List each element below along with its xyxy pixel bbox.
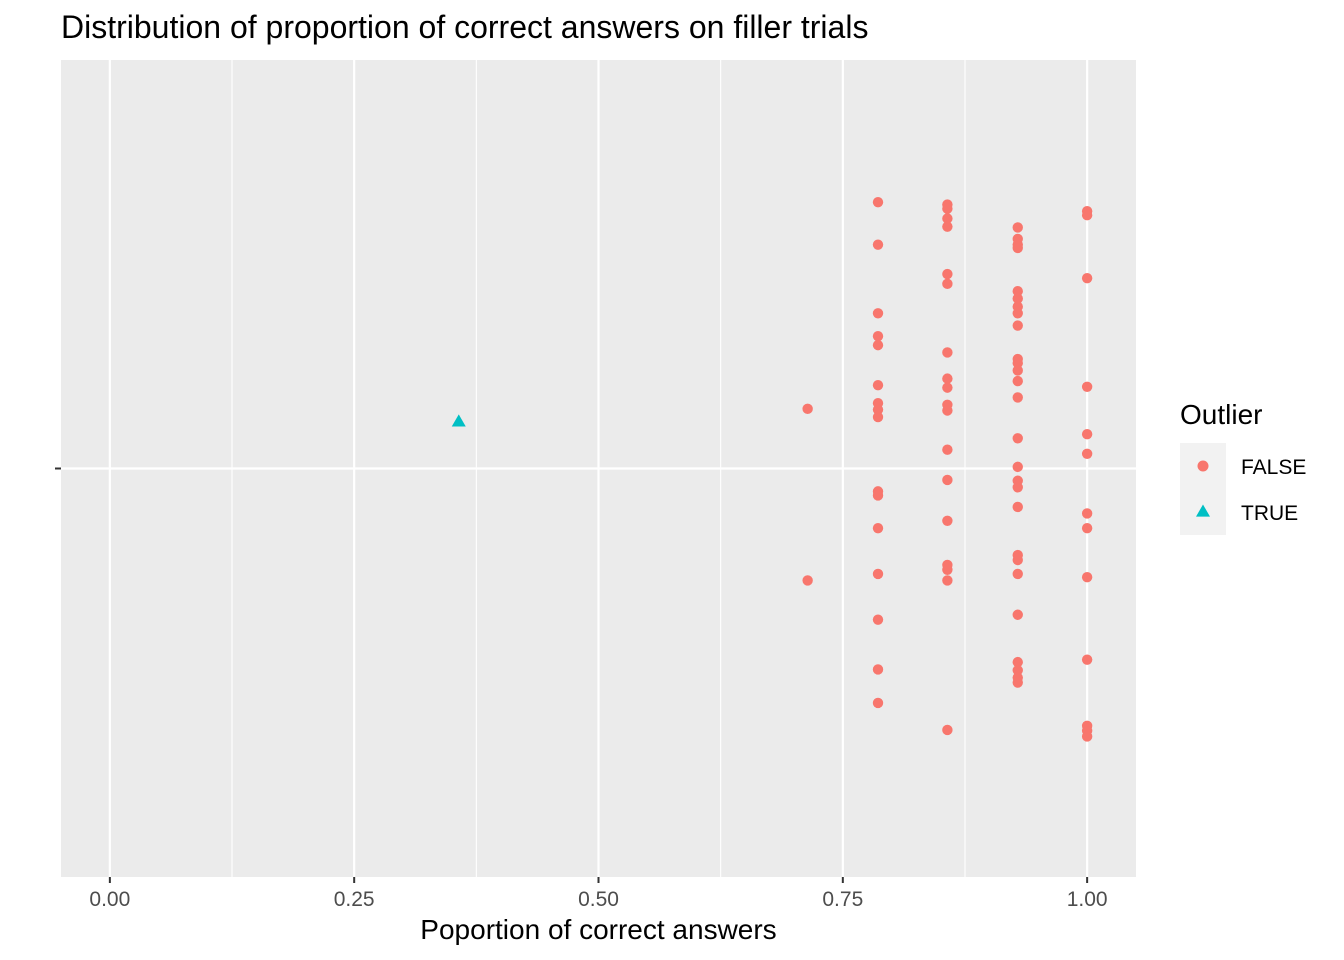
data-point-false (872, 196, 884, 208)
data-point-false (942, 444, 953, 455)
data-point-false (1012, 242, 1023, 254)
data-point-false (872, 664, 884, 675)
data-point-false (1012, 357, 1023, 369)
data-point-false (942, 373, 953, 384)
data-point-false (1012, 677, 1023, 688)
x-axis-title: Poportion of correct answers (420, 914, 776, 945)
data-point-false (872, 339, 884, 351)
data-point-false (1012, 365, 1023, 376)
data-point-false (1012, 554, 1023, 566)
data-point-false (1012, 568, 1023, 580)
data-point-false (872, 490, 884, 501)
data-point-false (1081, 210, 1093, 221)
data-point-false (1012, 392, 1023, 403)
data-point-false (942, 724, 953, 736)
data-point-false (942, 515, 953, 526)
data-point-false (1012, 320, 1023, 331)
data-point-false (1081, 272, 1093, 284)
legend-key-true-marker (1196, 504, 1210, 517)
data-points (451, 196, 1093, 742)
data-point-false (942, 382, 953, 393)
data-point-false (942, 474, 953, 486)
legend: Outlier FALSE TRUE (1180, 399, 1306, 535)
x-tick-label: 0.00 (89, 888, 130, 911)
x-tick-label: 1.00 (1067, 888, 1108, 911)
data-point-false (872, 330, 884, 342)
data-point-false (1081, 428, 1093, 440)
data-point-false (872, 614, 884, 625)
data-point-false (802, 403, 813, 415)
data-point-false (1012, 433, 1023, 444)
legend-key-false-marker (1197, 460, 1209, 472)
x-tick-label: 0.25 (334, 888, 375, 911)
data-point-false (872, 697, 884, 709)
data-point-false (942, 405, 953, 416)
data-point-false (1012, 461, 1023, 473)
data-point-false (802, 575, 813, 586)
data-point-false (1012, 222, 1023, 233)
data-point-false (1012, 308, 1023, 319)
data-point-false (1081, 381, 1093, 392)
x-tick-label: 0.50 (578, 888, 619, 911)
data-point-false (1012, 286, 1023, 297)
data-point-false (942, 268, 953, 280)
data-point-false (872, 568, 884, 580)
data-point-false (872, 404, 884, 415)
data-point-false (872, 411, 884, 423)
data-point-false (942, 213, 953, 224)
data-point-false (872, 522, 884, 534)
data-point-false (1012, 293, 1023, 304)
legend-label-false: FALSE (1241, 456, 1306, 479)
data-point-false (1081, 571, 1093, 583)
x-tick-label: 0.75 (822, 888, 863, 911)
chart-title: Distribution of proportion of correct an… (61, 9, 868, 45)
x-axis-ticks: 0.00 0.25 0.50 0.75 1.00 (89, 877, 1108, 911)
data-point-false (942, 278, 953, 290)
data-point-false (1012, 501, 1023, 513)
data-point-false (872, 308, 884, 319)
data-point-false (1012, 375, 1023, 387)
data-point-false (1012, 482, 1023, 493)
data-point-false (942, 221, 953, 232)
data-point-false (942, 203, 953, 214)
data-point-false (942, 347, 953, 358)
data-point-true (451, 414, 466, 427)
data-point-false (1012, 656, 1023, 668)
data-point-false (942, 575, 953, 586)
data-point-false (1081, 448, 1093, 459)
data-point-false (1081, 654, 1093, 665)
data-point-false (1012, 665, 1023, 676)
data-point-false (872, 379, 884, 391)
legend-label-true: TRUE (1241, 502, 1298, 525)
data-point-false (942, 564, 953, 576)
legend-title: Outlier (1180, 399, 1262, 430)
data-point-false (1081, 508, 1093, 519)
legend-key-background (1180, 443, 1226, 535)
data-point-false (1081, 731, 1093, 742)
data-point-false (872, 239, 884, 250)
data-point-false (1081, 522, 1093, 534)
data-point-false (1012, 609, 1023, 620)
